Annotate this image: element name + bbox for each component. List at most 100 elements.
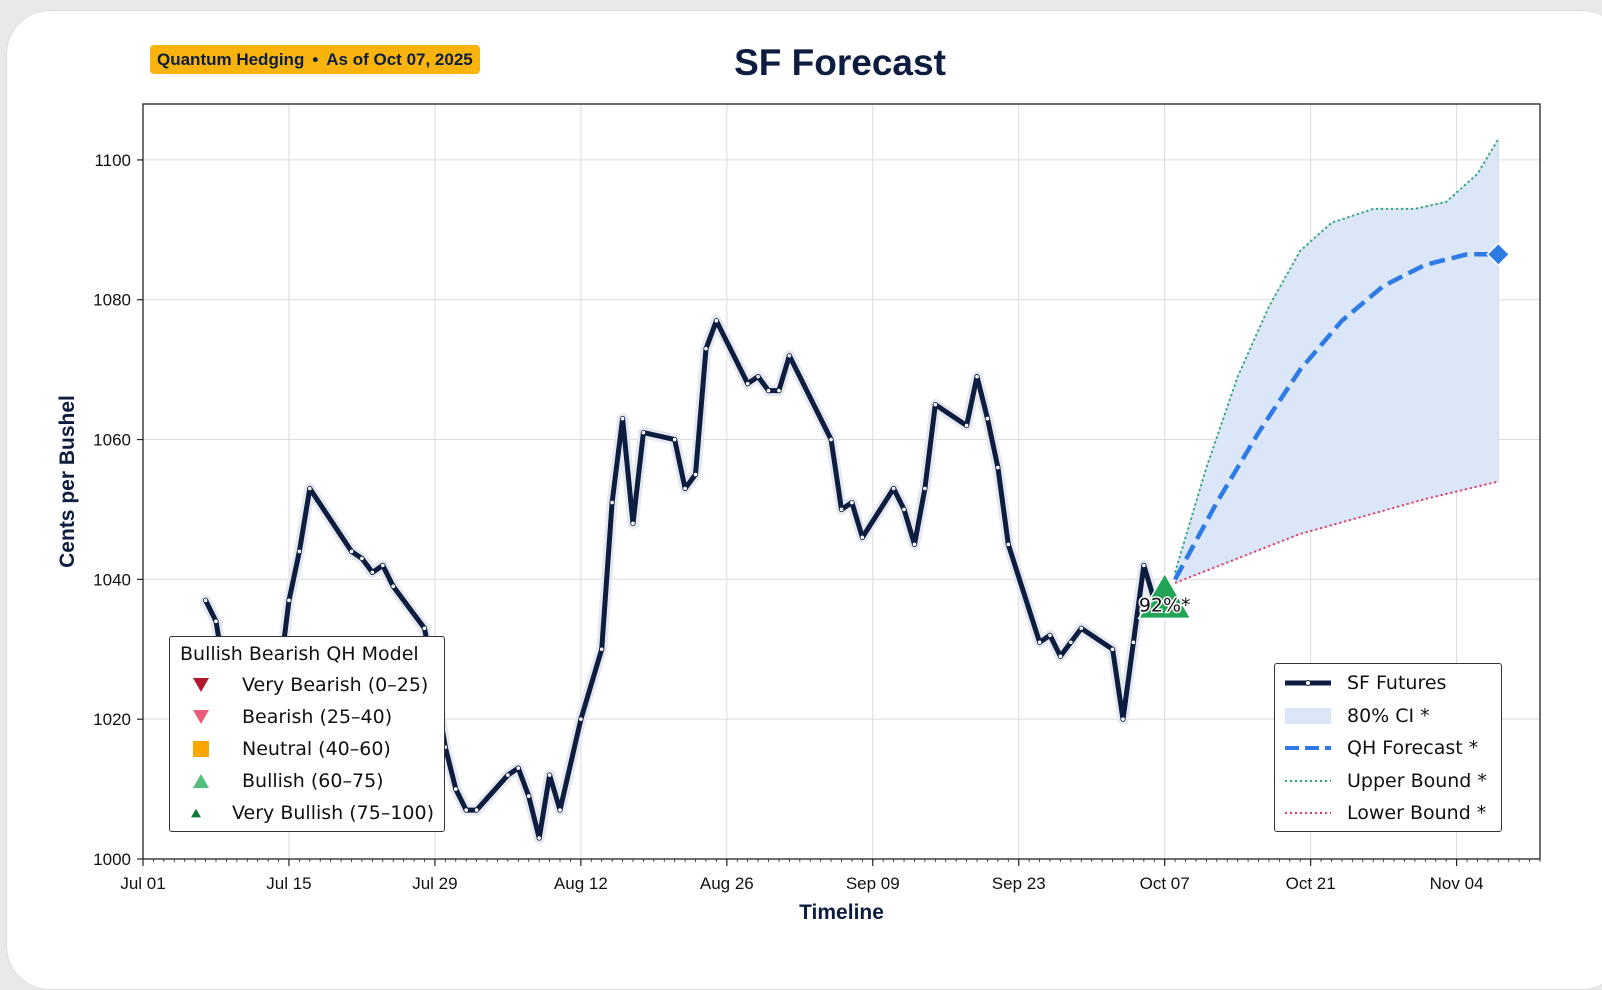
x-tick-label: Sep 23 (992, 874, 1046, 893)
chart-title: SF Forecast (734, 42, 946, 83)
data-point (1120, 716, 1126, 722)
square-icon (193, 741, 209, 757)
series-line-qh-forecast (1173, 252, 1499, 581)
data-point (348, 548, 355, 555)
fill-swatch-icon (1285, 707, 1331, 724)
data-point (765, 388, 772, 394)
dashed-line-icon (1285, 746, 1331, 751)
data-point (1068, 639, 1074, 645)
data-point (713, 318, 719, 324)
axes: Jul 01 Jul 15 Jul 29 Aug 12 Aug 26 Sep 09 Sep … (56, 103, 1541, 924)
badge-asof: As of Oct 07, 2025 (326, 50, 473, 69)
data-point (995, 464, 1001, 471)
y-tick-label: 1100 (94, 151, 131, 170)
data-point (1057, 653, 1064, 659)
legend-item-forecast: QH Forecast * (1283, 732, 1493, 765)
signal-marker (1137, 571, 1192, 620)
x-tick-label: Jul 15 (266, 874, 311, 893)
data-point (505, 772, 511, 778)
legend-label: Very Bearish (0–25) (242, 674, 429, 696)
triangle-down-icon (193, 678, 209, 692)
data-point (672, 436, 678, 443)
data-point (692, 471, 699, 478)
model-legend: Bullish Bearish QH Model Very Bearish (0… (169, 636, 445, 832)
data-point (911, 541, 918, 548)
x-tick-label: Jul 01 (120, 874, 165, 893)
legend-label: SF Futures (1347, 672, 1447, 695)
data-point (515, 765, 521, 771)
markers: 92%* (202, 242, 1511, 841)
data-point (599, 646, 605, 652)
ci-band-area (1174, 137, 1499, 584)
legend-label: QH Forecast * (1347, 737, 1479, 760)
legend-label: Lower Bound * (1347, 802, 1487, 825)
data-point (974, 374, 980, 380)
data-point (922, 485, 928, 492)
legend-label: 80% CI * (1347, 704, 1430, 727)
y-tick-label: 1040 (93, 570, 131, 589)
legend-label: Very Bullish (75–100) (232, 802, 434, 824)
legend-item-ci: 80% CI * (1283, 700, 1493, 733)
y-tick-label: 1020 (93, 710, 131, 729)
data-point (682, 485, 688, 492)
signal-label: 92%* (1139, 594, 1191, 616)
dotted-line-icon (1285, 812, 1331, 815)
legend-item-lower: Lower Bound * (1283, 797, 1493, 830)
data-point (359, 555, 365, 561)
data-point (932, 402, 938, 408)
data-point (703, 346, 709, 352)
x-tick-label: Oct 21 (1286, 874, 1336, 893)
data-point (849, 499, 855, 506)
x-tick-label: Sep 09 (846, 874, 900, 893)
series-legend: SF Futures 80% CI * QH Forecast * Upper … (1274, 663, 1502, 832)
data-point (390, 583, 396, 589)
data-point (463, 807, 469, 813)
data-point (640, 429, 647, 436)
model-legend-title: Bullish Bearish QH Model (180, 643, 419, 665)
data-point (838, 506, 845, 513)
data-point (286, 597, 292, 603)
series-line-lower-bound (1174, 480, 1499, 584)
solid-line-icon (1285, 680, 1331, 687)
data-point (1130, 639, 1137, 645)
x-tick-label: Aug 12 (554, 874, 608, 893)
data-point (859, 534, 865, 541)
data-point (630, 520, 636, 527)
legend-item-bearish: Bearish (25–40) (180, 701, 434, 733)
legend-item-neutral: Neutral (40–60) (180, 733, 434, 765)
y-axis-label: Cents per Bushel (56, 395, 79, 568)
legend-item-upper: Upper Bound * (1283, 765, 1493, 798)
data-point (984, 415, 991, 422)
data-point (453, 786, 459, 792)
y-tick-label: 1080 (93, 291, 131, 310)
data-point (1047, 632, 1053, 638)
data-point (745, 381, 751, 387)
data-point (891, 485, 897, 492)
data-point (609, 499, 615, 506)
data-point (536, 835, 542, 841)
legend-label: Bullish (60–75) (242, 770, 384, 792)
data-point (369, 569, 375, 575)
data-point (901, 506, 907, 513)
data-point (380, 562, 386, 568)
legend-label: Bearish (25–40) (242, 706, 393, 728)
legend-item-very-bearish: Very Bearish (0–25) (180, 669, 434, 701)
x-tick-label: Nov 04 (1430, 874, 1484, 893)
data-point (296, 548, 302, 555)
triangle-up-icon (193, 774, 209, 788)
data-point (1036, 639, 1043, 645)
forecast-end-marker (1486, 242, 1511, 267)
y-tick-label: 1060 (93, 431, 131, 450)
data-point (786, 353, 792, 359)
legend-label: Neutral (40–60) (242, 738, 391, 760)
badge-separator: • (312, 50, 319, 69)
triangle-up-icon (191, 808, 201, 818)
x-tick-label: Oct 07 (1140, 874, 1190, 893)
legend-item-sf-futures: SF Futures (1283, 667, 1493, 700)
triangle-down-icon (193, 710, 209, 724)
data-point (307, 485, 313, 492)
data-point (474, 807, 480, 813)
data-point (1109, 646, 1116, 652)
data-point (828, 436, 834, 443)
